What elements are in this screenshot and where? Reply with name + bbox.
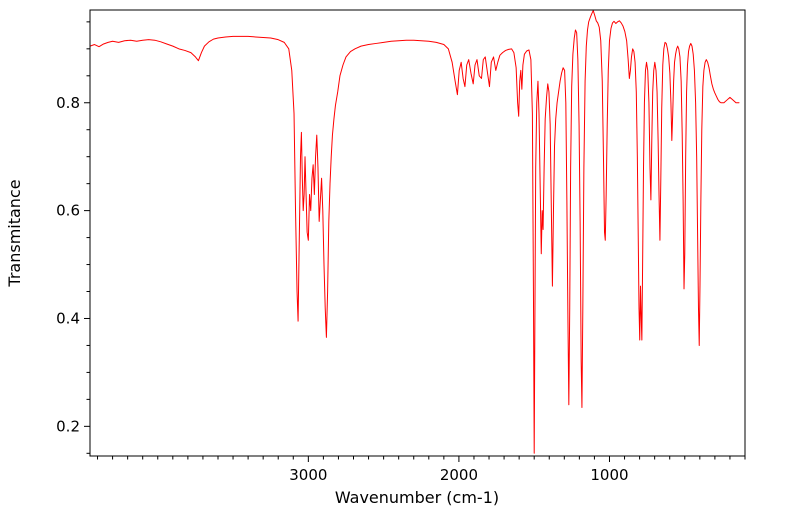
plot-frame: [89, 9, 746, 457]
x-axis-label: Wavenumber (cm-1): [335, 488, 499, 507]
minor-ticks: [86, 21, 746, 460]
y-tick-label: 0.8: [56, 94, 80, 112]
spectrum-line: [90, 10, 740, 454]
x-tick-label: 3000: [289, 466, 327, 484]
tick-labels: 3000 2000 1000 0.2 0.4 0.6 0.8: [56, 94, 628, 484]
x-tick-label: 2000: [440, 466, 478, 484]
x-tick-label: 1000: [590, 466, 628, 484]
y-tick-label: 0.4: [56, 309, 80, 327]
plot-area: [90, 10, 745, 456]
y-tick-label: 0.6: [56, 202, 80, 220]
major-ticks: [84, 102, 610, 462]
y-axis-label: Transmitance: [5, 179, 24, 287]
y-tick-label: 0.2: [56, 417, 80, 435]
